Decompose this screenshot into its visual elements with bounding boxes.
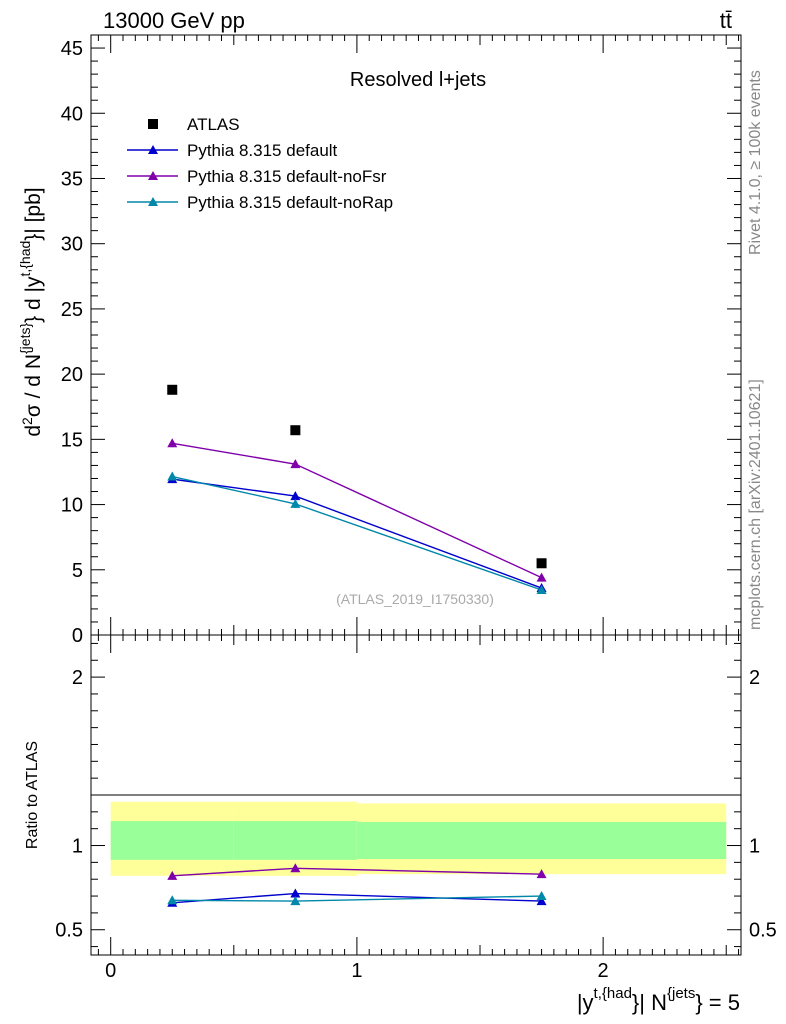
main-series [167,384,547,594]
ratio-marker [167,895,178,905]
main-y-tick-label: 0 [72,625,83,647]
series-line [172,475,542,591]
main-y-tick-label: 20 [61,364,83,386]
energy-label: 13000 GeV pp [103,8,245,33]
ratio-stat-band [110,821,234,860]
main-y-tick-labels: 0 5 10 15 20 25 30 35 40 45 [61,38,83,647]
legend-series-marker [148,171,158,180]
process-label: tt̄ [720,8,732,33]
ratio-y-tick-label-right: 1 [749,836,760,858]
x-tick-label: 2 [598,960,609,982]
ratio-marker [536,891,547,901]
ratio-bands [110,801,727,876]
main-y-tick-label: 40 [61,103,83,125]
ratio-ylabel: Ratio to ATLAS [24,741,41,849]
legend-series-label: Pythia 8.315 default [187,141,338,160]
main-y-tick-label: 30 [61,234,83,256]
series-marker [536,572,547,582]
ratio-y-ticks [91,642,741,948]
x-tick-labels: 0 1 2 [105,960,609,982]
series-marker [167,471,178,481]
atlas-data-point [290,425,301,436]
chart-title: Resolved l+jets [350,69,486,91]
watermark: (ATLAS_2019_I1750330) [336,591,494,607]
main-y-tick-label: 45 [61,38,83,60]
main-y-ticks [91,34,741,636]
rivet-label: Rivet 4.1.0, ≥ 100k events [747,70,764,255]
ratio-stat-band [233,821,357,860]
mcplots-label: mcplots.cern.ch [arXiv:2401.10621] [747,379,764,630]
ratio-marker [167,870,178,880]
series-marker [536,585,547,594]
ratio-series-line [172,892,542,904]
series-line [172,442,542,579]
ratio-y-tick-label-left: 2 [72,667,83,689]
legend-series-label: Pythia 8.315 default-noFsr [187,167,387,186]
ratio-y-tick-labels: 0.5 0.5 1 1 2 2 [55,667,777,942]
ratio-marker [290,888,301,898]
main-panel: 0 5 10 15 20 25 30 35 40 45 Resolved l+jets (ATLA… [17,34,742,647]
ratio-y-tick-label-right: 2 [749,667,760,689]
legend-series-label: Pythia 8.315 default-noRap [187,193,393,212]
main-y-tick-label: 10 [61,495,83,517]
legend-series-marker [148,145,158,154]
ratio-series [167,863,547,907]
legend: ATLAS Pythia 8.315 default Pythia 8.315 de… [127,115,393,212]
series-marker [290,491,301,501]
ratio-y-tick-label-left: 1 [72,836,83,858]
x-ticks [97,35,740,955]
x-axis-label: |yt,{had}| N{jets} = 5 [577,985,740,1015]
main-y-tick-label: 5 [72,560,83,582]
ratio-y-tick-label-left: 0.5 [55,920,83,942]
x-tick-label: 1 [351,960,362,982]
ratio-y-tick-label-right: 0.5 [749,920,777,942]
ratio-marker [290,896,301,906]
series-marker [290,459,301,469]
main-y-tick-label: 15 [61,429,83,451]
ratio-marker [290,863,301,873]
series-marker [290,498,301,508]
legend-atlas-marker [148,119,158,129]
main-y-tick-label: 25 [61,299,83,321]
ratio-marker [536,869,547,879]
atlas-data-point [536,558,547,569]
series-marker [167,438,178,448]
x-tick-label: 0 [105,960,116,982]
ratio-panel: 0.5 0.5 1 1 2 2 Ratio to ATLAS [24,634,777,956]
main-ylabel: d2σ / d N{jets}} d |yt,{had}| [pb] [17,187,45,436]
legend-series-marker [148,197,158,206]
series-line [172,478,542,589]
legend-atlas-label: ATLAS [187,115,240,134]
ratio-marker [536,896,547,906]
atlas-data-point [167,384,178,395]
ratio-stat-band [356,821,727,859]
main-y-tick-label: 35 [61,168,83,190]
